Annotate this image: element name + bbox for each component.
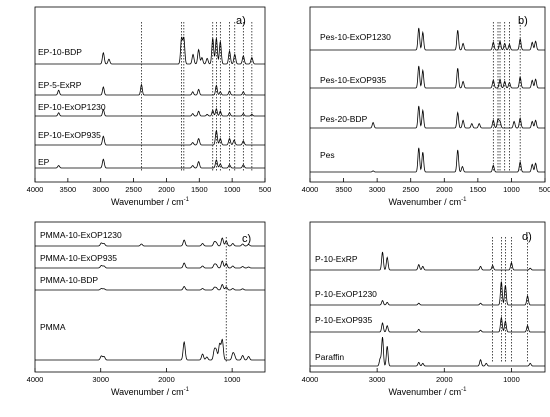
x-tick-label: 3000 (369, 375, 386, 384)
spectrum-line (310, 251, 545, 271)
legend-entry: P-10-ExOP935 (315, 315, 372, 325)
spectrum-line (310, 316, 545, 333)
spectrum-line (310, 147, 545, 173)
panel-label: c) (242, 233, 251, 245)
panel-label: a) (236, 15, 246, 27)
legend-entry: EP (38, 157, 50, 167)
spectrum-line (310, 105, 545, 129)
x-tick-label: 1000 (224, 375, 241, 384)
x-tick-label: 3000 (369, 185, 386, 194)
spectrum-line (310, 27, 545, 51)
x-axis-label: Wavenumber / cm-1 (388, 387, 467, 397)
legend-entry: PMMA-10-BDP (40, 275, 98, 285)
x-tick-label: 2500 (402, 185, 419, 194)
legend-entry: Pes-10-ExOP935 (320, 75, 386, 85)
x-tick-label: 3500 (335, 185, 352, 194)
spectrum-line (310, 281, 545, 306)
legend-entry: Pes (320, 150, 335, 160)
legend-entry: Pes-10-ExOP1230 (320, 32, 391, 42)
axis-frame (309, 221, 546, 373)
panel-d: 4000 3000 2000 1000 Wavenumber / cm-1 d) P-10-… (302, 221, 546, 397)
legend-entry: Paraffin (315, 352, 344, 362)
spectrum-line (35, 83, 265, 96)
legend-entry: EP-10-ExOP1230 (38, 102, 106, 112)
spectrum-line (35, 338, 265, 361)
spectrum-line (35, 237, 265, 247)
spectrum-line (35, 36, 265, 65)
x-axis-label: Wavenumber / cm-1 (388, 197, 467, 207)
legend-entry: P-10-ExRP (315, 254, 358, 264)
panel-a: 4000 3500 3000 2500 2000 1500 1000 500 Wavenumbe… (27, 6, 272, 207)
panel-c: 4000 3000 2000 1000 Wavenumber / cm-1 c) PMMA-… (27, 221, 266, 397)
x-axis-label: Wavenumber / cm-1 (111, 387, 190, 397)
x-tick-label: 3000 (92, 185, 109, 194)
spectrum-line (35, 283, 265, 291)
legend-entry: Pes-20-BDP (320, 114, 368, 124)
legend-entry: EP-10-ExOP935 (38, 130, 101, 140)
x-tick-label: 2500 (125, 185, 142, 194)
panel-label: d) (522, 231, 532, 243)
x-tick-label: 1000 (503, 185, 520, 194)
x-tick-label: 4000 (302, 375, 319, 384)
axis-frame (34, 221, 266, 373)
x-tick-label: 1000 (224, 185, 241, 194)
spectrum-line (35, 129, 265, 146)
x-tick-label: 3000 (92, 375, 109, 384)
x-tick-label: 1000 (503, 375, 520, 384)
x-tick-label: 3500 (60, 185, 77, 194)
spectrum-line (35, 158, 265, 169)
legend-entry: EP-10-BDP (38, 47, 82, 57)
legend-entry: PMMA (40, 322, 66, 332)
x-tick-label: 1500 (470, 185, 487, 194)
legend-entry: P-10-ExOP1230 (315, 289, 377, 299)
x-tick-label: 500 (259, 185, 272, 194)
panel-label: b) (518, 15, 528, 27)
spectrum-line (310, 336, 545, 367)
x-tick-label: 4000 (302, 185, 319, 194)
axis-frame (309, 6, 546, 183)
x-tick-label: 1500 (191, 185, 208, 194)
legend-entry: PMMA-10-ExOP1230 (40, 230, 122, 240)
spectrum-line (35, 108, 265, 117)
panel-b: 4000 3500 3000 2500 2000 1500 1000 500 Wavenumbe… (302, 6, 550, 207)
x-axis-label: Wavenumber / cm-1 (111, 197, 190, 207)
legend-entry: EP-5-ExRP (38, 80, 82, 90)
x-tick-label: 500 (539, 185, 550, 194)
spectrum-line (35, 260, 265, 269)
legend-entry: PMMA-10-ExOP935 (40, 253, 117, 263)
x-tick-label: 4000 (27, 375, 44, 384)
x-tick-label: 2000 (158, 375, 175, 384)
spectrum-line (310, 65, 545, 89)
axis-frame (34, 6, 266, 183)
x-tick-label: 2000 (436, 185, 453, 194)
x-tick-label: 4000 (27, 185, 44, 194)
x-tick-label: 2000 (158, 185, 175, 194)
x-tick-label: 2000 (436, 375, 453, 384)
